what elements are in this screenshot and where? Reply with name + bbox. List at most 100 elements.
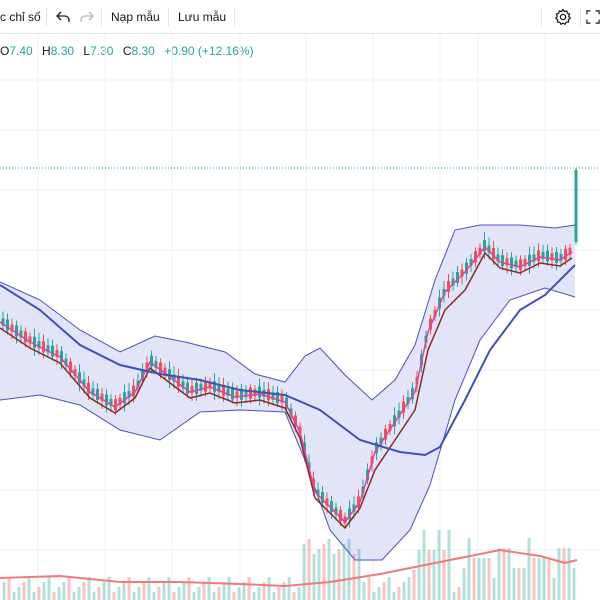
volume-bar	[182, 582, 186, 600]
gear-icon[interactable]	[552, 0, 574, 34]
volume-bar	[432, 550, 436, 600]
indicators-button[interactable]: c chỉ số	[0, 10, 41, 24]
candle-body	[78, 372, 81, 384]
bollinger-fill	[0, 225, 575, 560]
fullscreen-icon[interactable]	[586, 0, 600, 34]
volume-bar	[547, 558, 551, 600]
volume-bar	[307, 539, 311, 600]
candle-body	[177, 375, 180, 387]
candle-body	[96, 389, 99, 400]
volume-bar	[217, 587, 221, 600]
candle-body	[501, 255, 504, 267]
volume-bar	[27, 577, 31, 600]
candle-body	[442, 288, 446, 296]
volume-bar	[537, 558, 541, 600]
volume-bar	[397, 587, 401, 600]
redo-icon[interactable]	[78, 0, 96, 34]
ma-mid-line	[0, 251, 573, 530]
volume-bar	[147, 577, 151, 600]
candle-body	[91, 388, 95, 396]
candle-body	[132, 385, 135, 397]
toolbar-divider	[580, 8, 581, 26]
price-chart[interactable]	[0, 34, 600, 600]
candle-body	[379, 437, 383, 445]
volume-bar	[342, 544, 346, 600]
candle-body	[316, 489, 320, 497]
candle-body	[555, 251, 558, 263]
candle-body	[352, 504, 356, 512]
candle-body	[451, 278, 455, 286]
volume-bar	[387, 577, 391, 600]
candle-body	[195, 382, 198, 394]
candle-body	[244, 390, 248, 398]
toolbar-divider	[46, 8, 47, 26]
volume-bar	[382, 582, 386, 600]
volume-bar	[457, 587, 461, 600]
candle-body	[276, 392, 279, 404]
volume-bar	[122, 582, 126, 600]
candle-body	[222, 384, 225, 396]
ohlc-legend: O7.40 H8.30 L7.30 C8.30 +0.90 (+12.16%)	[0, 44, 260, 58]
volume-bar	[72, 592, 76, 600]
volume-bar	[57, 587, 61, 600]
volume-bar	[47, 577, 51, 600]
volume-bar	[2, 582, 6, 600]
volume-bar	[37, 587, 41, 600]
volume-bar	[77, 587, 81, 600]
candle-body	[109, 399, 113, 407]
volume-bar	[152, 592, 156, 600]
candle-body	[568, 247, 572, 255]
candle-body	[388, 424, 392, 431]
volume-bar	[312, 554, 316, 600]
candle-body	[406, 397, 410, 404]
candle-body	[217, 385, 221, 393]
volume-bar	[132, 592, 136, 600]
candle-body	[541, 251, 545, 259]
candle-body	[123, 392, 126, 404]
bollinger-upper-line	[0, 224, 576, 401]
volume-bar	[292, 592, 296, 600]
candle-body	[271, 392, 275, 400]
load-template-button[interactable]: Nạp mẫu	[111, 10, 160, 24]
volume-bar	[452, 592, 456, 600]
undo-icon[interactable]	[54, 0, 72, 34]
volume-bar	[212, 592, 216, 600]
volume-bar	[497, 548, 501, 600]
candle-body	[523, 259, 527, 266]
volume-bar	[82, 582, 86, 600]
candle-body	[460, 269, 464, 277]
volume-bar	[572, 568, 576, 600]
volume-bar	[257, 587, 261, 600]
volume-bar	[12, 592, 16, 600]
volume-bar	[282, 582, 286, 600]
save-template-button[interactable]: Lưu mẫu	[178, 10, 227, 24]
candle-body	[325, 498, 329, 506]
volume-bar	[242, 582, 246, 600]
candle-body	[87, 382, 90, 394]
volume-bar	[372, 592, 376, 600]
candle-body	[64, 358, 68, 366]
candle-body	[24, 331, 27, 343]
candle-body	[181, 381, 185, 389]
candle-body	[456, 272, 459, 283]
volume-bar	[542, 558, 546, 600]
volume-bar	[402, 582, 406, 600]
volume-bar	[107, 577, 111, 600]
candle-body	[208, 381, 212, 389]
toolbar-divider	[101, 8, 102, 26]
candle-body	[546, 250, 549, 262]
volume-bar	[517, 568, 521, 600]
volume-bar	[237, 587, 241, 600]
volume-bar	[367, 577, 371, 600]
candle-body	[505, 258, 509, 266]
candle-body	[105, 394, 108, 406]
candle-body	[114, 399, 117, 411]
volume-bar	[277, 587, 281, 600]
candle-body	[528, 254, 531, 266]
candle-body	[465, 262, 468, 274]
volume-bar	[287, 577, 291, 600]
candle-body	[532, 254, 536, 262]
candle-body	[199, 383, 203, 391]
candle-body	[1, 318, 5, 326]
volume-bar	[187, 577, 191, 600]
